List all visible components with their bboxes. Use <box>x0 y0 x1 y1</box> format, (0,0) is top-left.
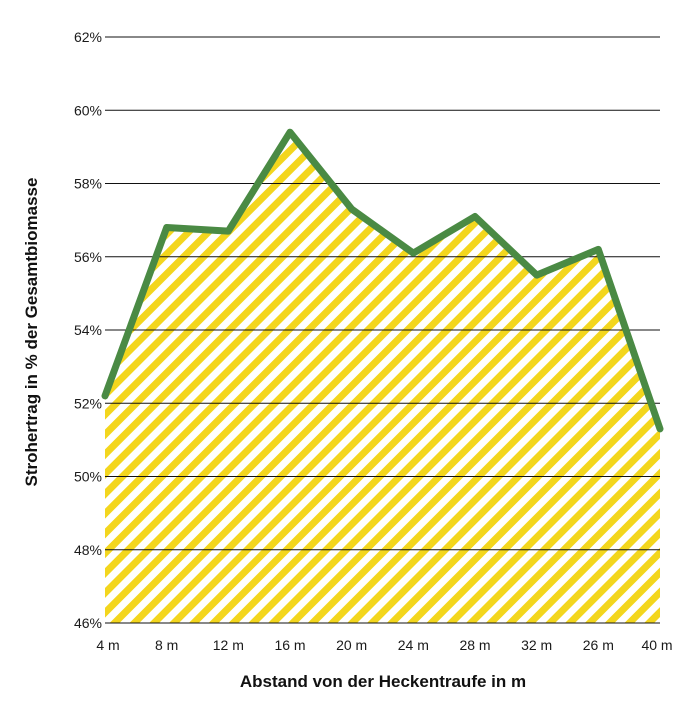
series-area <box>105 132 660 623</box>
y-tick-label: 52% <box>74 395 102 411</box>
y-tick-labels: 46% 48% 50% 52% 54% 56% 58% 60% 62% <box>74 29 102 631</box>
x-tick-label: 12 m <box>213 637 244 653</box>
y-tick-label: 46% <box>74 615 102 631</box>
gridlines <box>105 36 660 624</box>
x-tick-label: 24 m <box>398 637 429 653</box>
x-axis-title: Abstand von der Heckentraufe in m <box>240 672 526 691</box>
x-tick-label: 16 m <box>274 637 305 653</box>
series-line <box>101 128 664 433</box>
y-tick-label: 60% <box>74 102 102 118</box>
series-line-layer <box>101 128 664 433</box>
y-tick-label: 58% <box>74 176 102 192</box>
x-tick-label: 40 m <box>641 637 672 653</box>
y-tick-label: 62% <box>74 29 102 45</box>
y-tick-label: 50% <box>74 469 102 485</box>
x-tick-labels: 4 m 8 m 12 m 16 m 20 m 24 m 28 m 32 m 26 m 40 m <box>96 637 672 653</box>
x-tick-label: 4 m <box>96 637 119 653</box>
x-tick-label: 26 m <box>583 637 614 653</box>
x-tick-label: 20 m <box>336 637 367 653</box>
y-tick-label: 54% <box>74 322 102 338</box>
y-tick-label: 56% <box>74 249 102 265</box>
y-axis-title: Strohertrag in % der Gesamtbiomasse <box>22 178 41 487</box>
y-tick-label: 48% <box>74 542 102 558</box>
x-tick-label: 8 m <box>155 637 178 653</box>
x-tick-label: 28 m <box>459 637 490 653</box>
x-tick-label: 32 m <box>521 637 552 653</box>
area-layer <box>105 132 660 623</box>
